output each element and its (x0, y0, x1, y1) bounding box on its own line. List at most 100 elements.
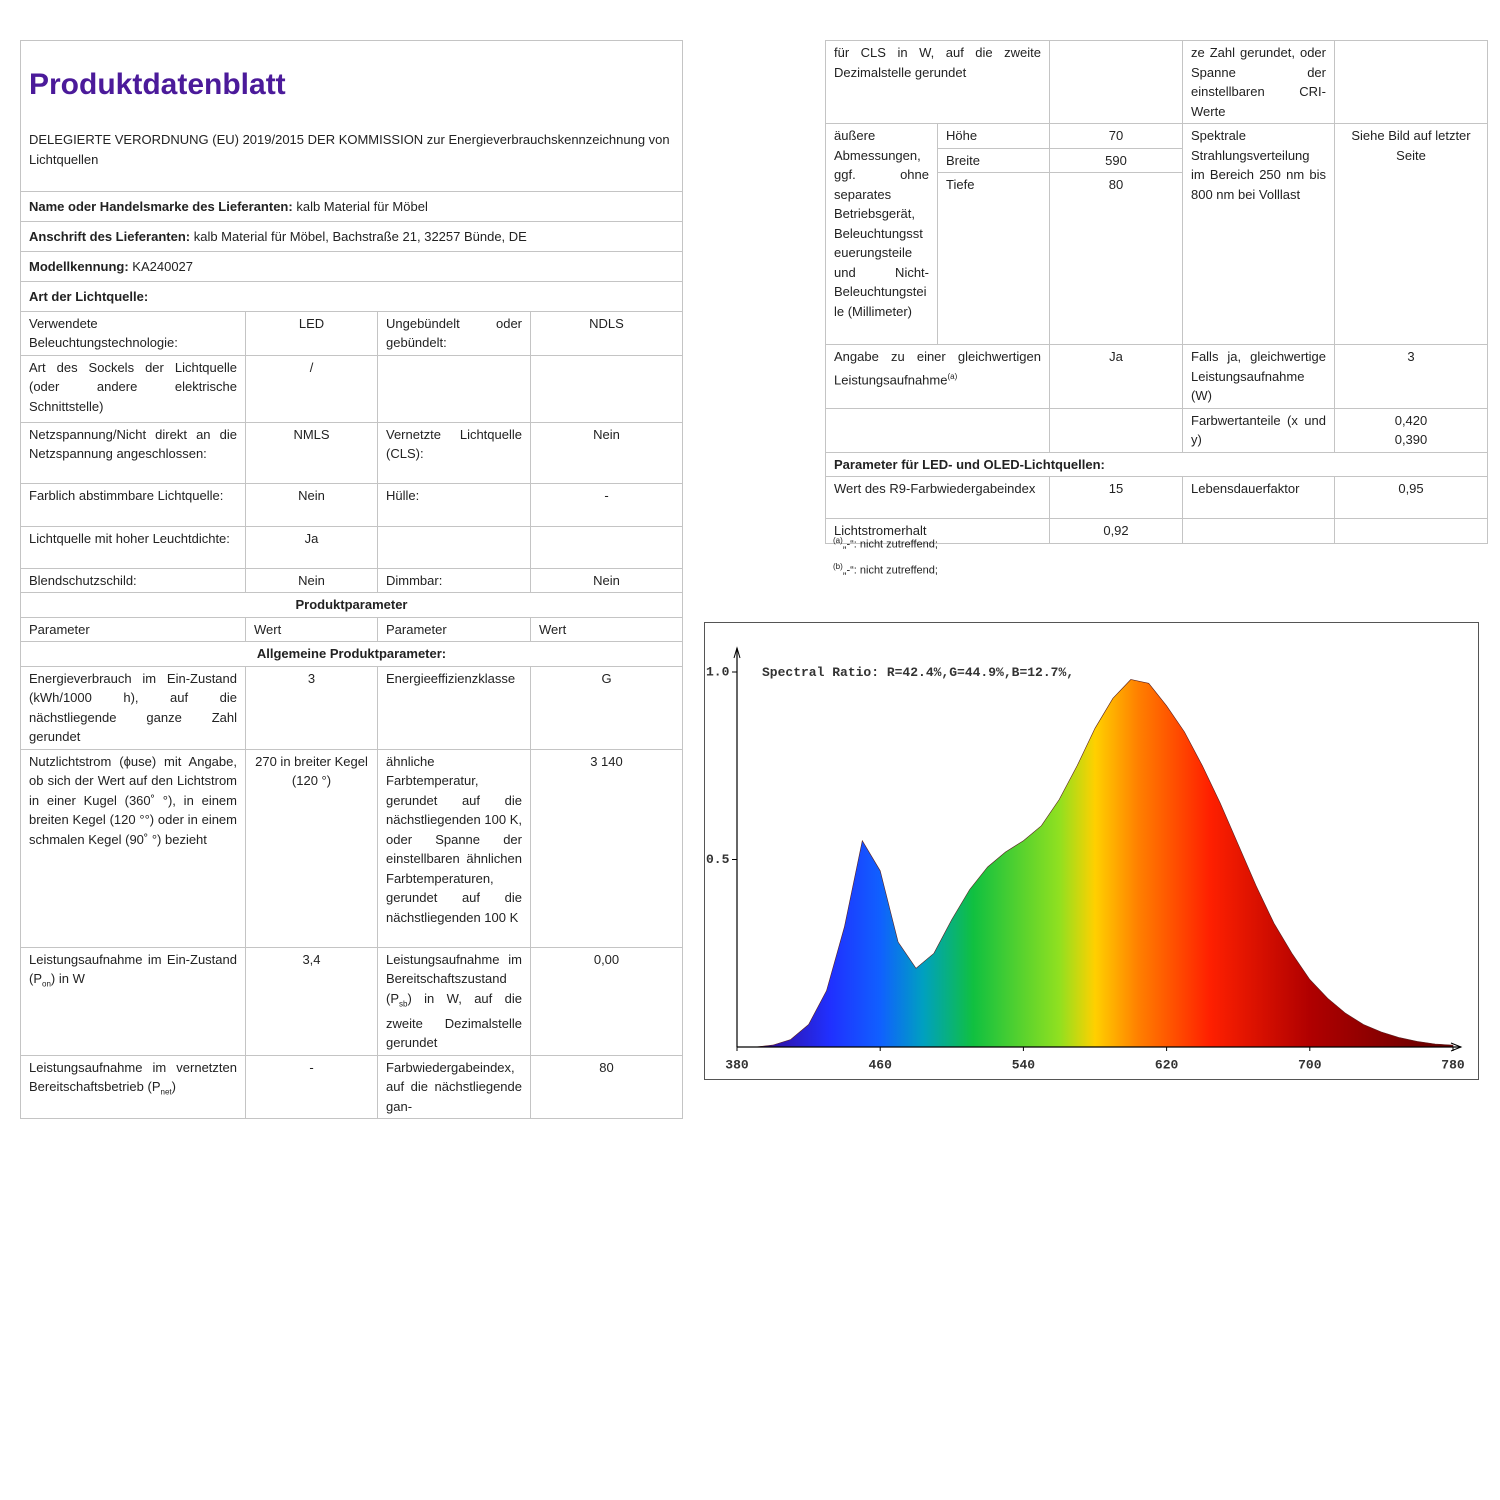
cell (1049, 407, 1183, 453)
cell: - (245, 1054, 378, 1120)
cell-text: Nein (298, 487, 325, 503)
cell-text: Art des Sockels der Lichtquelle (oder an… (29, 359, 237, 414)
cell-text: Angabe zu einer gleichwertigen Leistungs… (834, 349, 1041, 387)
cell (825, 407, 1050, 453)
cell-text: Leistungsaufnahme im Bereitschaftszustan… (386, 951, 522, 1006)
cell: Nein (245, 482, 378, 527)
cell-text: Falls ja, gleichwertige Leistungsaufnahm… (1191, 349, 1326, 403)
cell-text: - (309, 1059, 314, 1075)
info-cell: Anschrift des Lieferanten: kalb Material… (20, 220, 683, 252)
cell-text: Farbwertanteile (x und y) (1191, 412, 1326, 448)
cell: 3 (245, 665, 378, 750)
x-tick-label: 700 (1298, 1057, 1322, 1072)
cell: Leistungsaufnahme im Ein-Zustand (Pon) i… (20, 946, 246, 1056)
section-heading: Art der Lichtquelle: (20, 280, 683, 312)
cell-text: Ungebündelt oder gebündelt: (386, 315, 522, 351)
row: Energieverbrauch im Ein-Zustand (kWh/100… (20, 665, 683, 750)
info-value: kalb Material für Möbel, Bachstraße 21, … (193, 228, 527, 244)
cell: 590 (1049, 147, 1183, 173)
cell-text: NMLS (293, 426, 330, 442)
cell: 270 in breiter Kegel (120 °) (245, 748, 378, 948)
cell (530, 525, 683, 569)
x-tick-label: 460 (868, 1057, 892, 1072)
cell-text: Leistungsaufnahme im vernetzten Bereitsc… (29, 1059, 237, 1095)
footnote-mark: (b) (833, 561, 843, 571)
cell: 80 (1049, 172, 1183, 345)
info-cell: Modellkennung: KA240027 (20, 250, 683, 282)
info-value: KA240027 (132, 258, 194, 274)
datasheet-table-continued: für CLS in W, auf die zweite Dezimalstel… (825, 40, 1488, 544)
cell: Leistungsaufnahme im vernetzten Bereitsc… (20, 1054, 246, 1120)
cell: NDLS (530, 310, 683, 356)
row: Lichtquelle mit hoher Leuchtdichte: Ja (20, 525, 683, 569)
cell-text: 0,92 (1103, 523, 1129, 538)
cell-text: Netzspannung/Nicht direkt an die Netzspa… (29, 426, 237, 462)
cell: Art des Sockels der Lichtquelle (oder an… (20, 354, 246, 423)
cell-text: Leistungsaufnahme im Ein-Zustand (P (29, 951, 237, 987)
info-value: kalb Material für Möbel (296, 198, 428, 214)
cell (377, 354, 531, 423)
cell-text: 3,4 (302, 951, 321, 967)
rows: Verwendete Beleuchtungstechnologie: LED Un… (20, 310, 683, 593)
cell: Energieeffizienzklasse (377, 665, 531, 750)
cell: Ja (1049, 344, 1183, 409)
row: Verwendete Beleuchtungstechnologie: LED Un… (20, 310, 683, 356)
section-heading: Produktparameter (20, 592, 683, 618)
subtitle: DELEGIERTE VERORDNUNG (EU) 2019/2015 DER… (29, 132, 670, 167)
subscript: sb (399, 999, 408, 1009)
cell: Nein (530, 421, 683, 484)
cell: 80 (530, 1054, 683, 1120)
cell: Lichtstromerhalt (825, 518, 1050, 544)
cell: - (530, 482, 683, 527)
cell: Farbwiedergabeindex, auf die nächstliege… (377, 1054, 531, 1120)
cell: Verwendete Beleuchtungstechnologie: (20, 310, 246, 356)
row: Angabe zu einer gleichwertigen Leistungs… (825, 344, 1488, 409)
row: Netzspannung/Nicht direkt an die Netzspa… (20, 421, 683, 484)
cell-text: Farblich abstimmbare Lichtquelle: (29, 487, 224, 503)
cell-text: Nutzlichtstrom (ϕuse) mit Angabe, ob sic… (29, 753, 237, 847)
x-tick-label: 780 (1441, 1057, 1465, 1072)
cell-text: Lichtstromerhalt (834, 523, 927, 538)
datasheet-table: Produktdatenblatt DELEGIERTE VERORDNUNG … (20, 40, 683, 1120)
cell-text: Wert des R9-Farbwiedergabeindex (834, 481, 1036, 496)
cell: G (530, 665, 683, 750)
cell: LED (245, 310, 378, 356)
x-tick-label: 540 (1012, 1057, 1036, 1072)
cell: Tiefe (937, 172, 1050, 345)
cell-text: 3 (307, 670, 316, 686)
section-heading: Parameter für LED- und OLED-Lichtquellen… (825, 451, 1488, 477)
cell-text: Vernetzte Lichtquelle (CLS): (386, 426, 522, 462)
cell-text: Dimmbar: (386, 572, 443, 588)
column-header: Wert (530, 616, 683, 642)
cell-text: 80 (599, 1059, 614, 1075)
cell (377, 525, 531, 569)
cell-text: LED (298, 315, 325, 331)
row: Art des Sockels der Lichtquelle (oder an… (20, 354, 683, 423)
cell: Farbwertanteile (x und y) (1182, 407, 1335, 453)
cell-text: Verwendete Beleuchtungstechnologie: (29, 315, 178, 351)
superscript: (a) (947, 371, 958, 381)
cell: 0,92 (1049, 518, 1183, 544)
footnote: (b)„-“: nicht zutreffend; (833, 556, 938, 582)
subscript: net (160, 1087, 172, 1097)
y-tick-label: 1.0 (706, 664, 730, 679)
cell-text: 3 140 (590, 753, 623, 769)
cell (1049, 40, 1183, 124)
cell: Vernetzte Lichtquelle (CLS): (377, 421, 531, 484)
cell-text: 270 in breiter Kegel (120 °) (255, 753, 368, 789)
cell-text: - (604, 487, 609, 503)
cell-text: ) (171, 1079, 176, 1095)
cell: Nein (530, 567, 683, 593)
x-tick-label: 380 (725, 1057, 749, 1072)
x-axis-arrow (1450, 1042, 1463, 1052)
y-axis-arrow (733, 646, 741, 659)
cell: 0,95 (1334, 476, 1488, 519)
cell (1182, 518, 1335, 544)
rows: Wert des R9-Farbwiedergabeindex 15 Lebensd… (825, 476, 1488, 544)
footnote-text: „-“: nicht zutreffend; (842, 538, 938, 551)
spectrum-area (737, 679, 1454, 1048)
header-cell: Produktdatenblatt DELEGIERTE VERORDNUNG … (20, 40, 683, 192)
cell: Dimmbar: (377, 567, 531, 593)
y-tick-label: 0.5 (706, 852, 730, 867)
cell-text: Hülle: (386, 487, 420, 503)
